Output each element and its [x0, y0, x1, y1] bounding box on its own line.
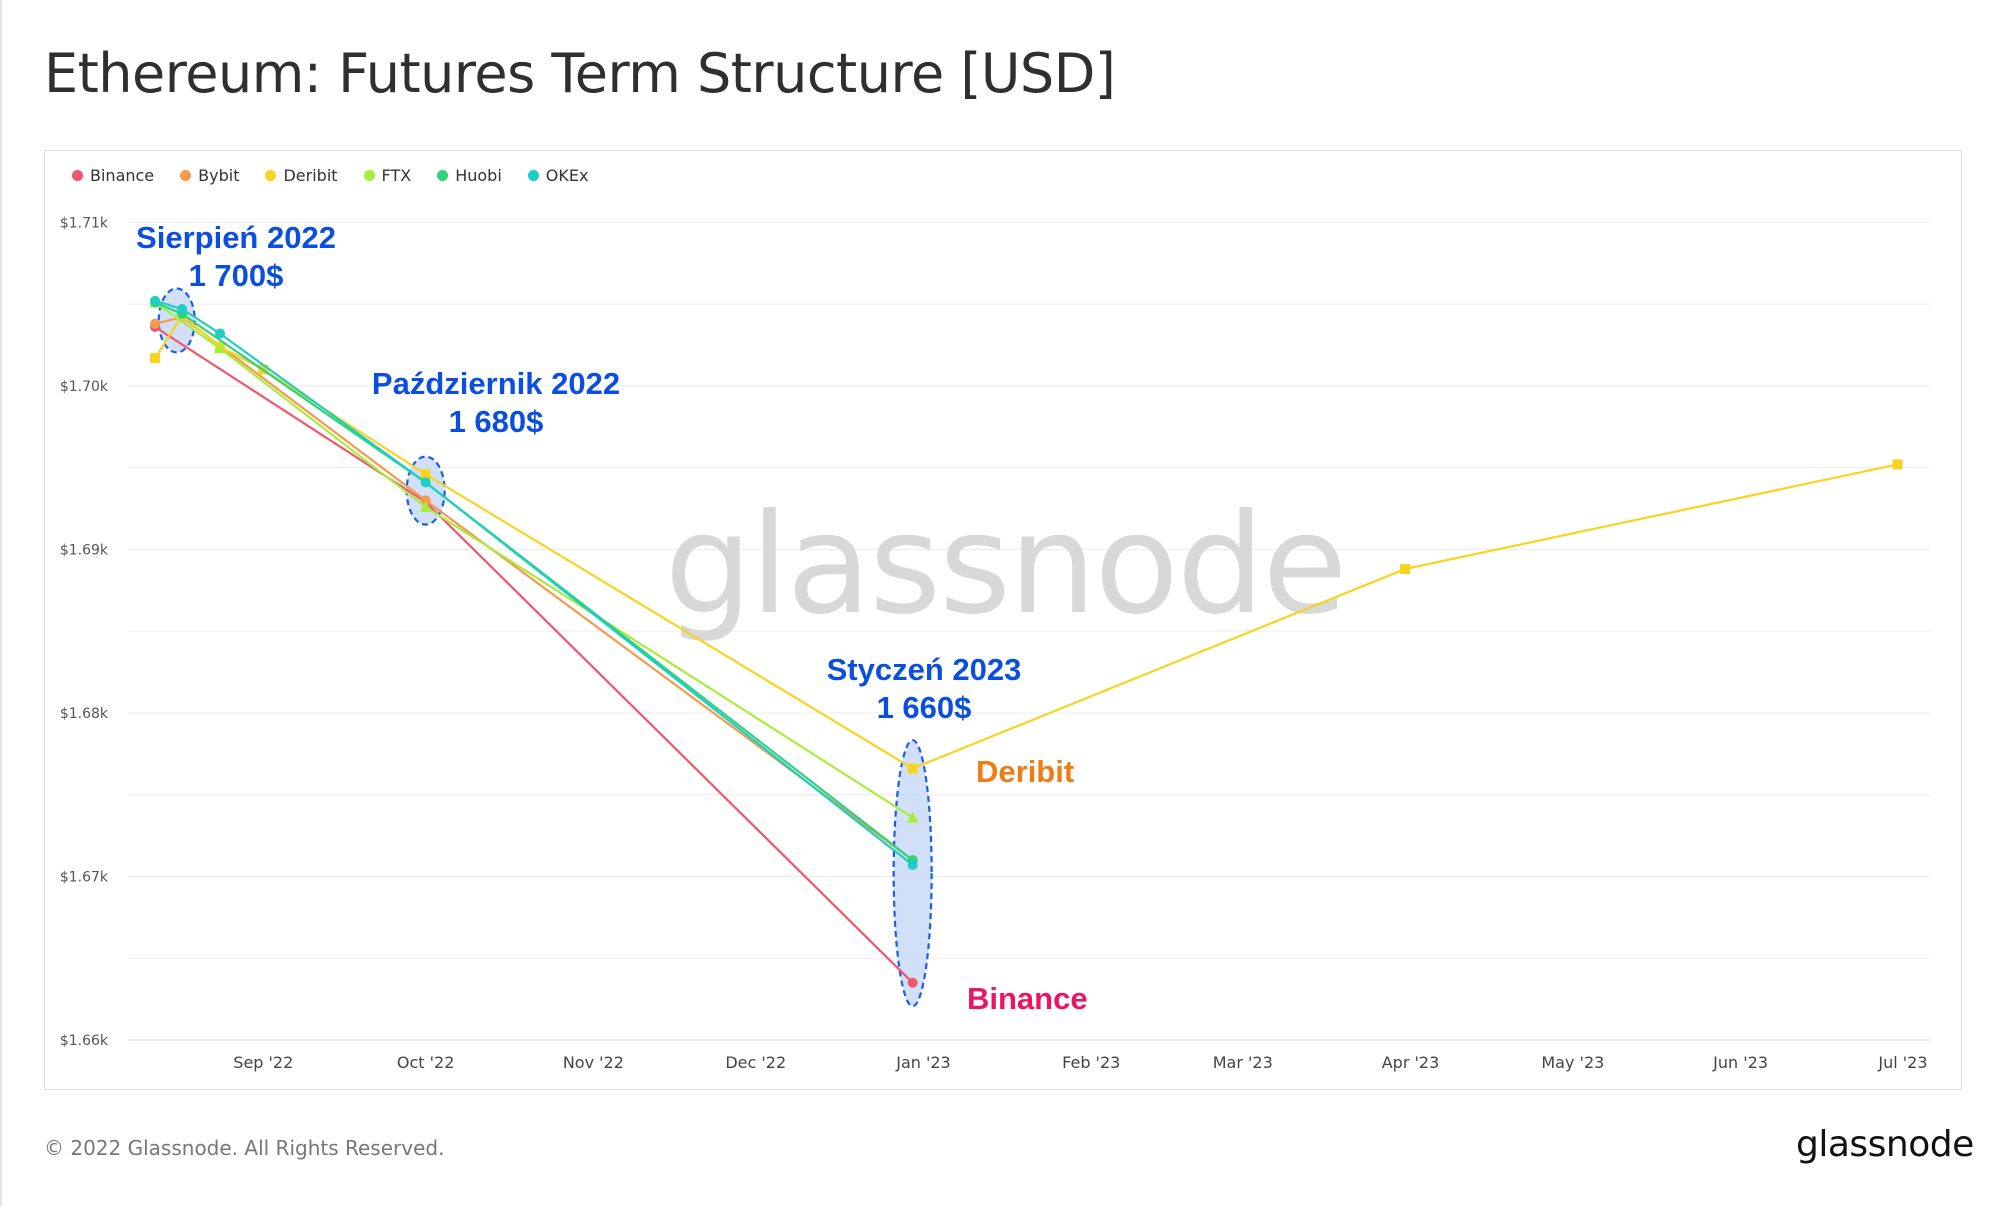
data-point-bybit: [420, 495, 431, 506]
data-point-deribit: [420, 469, 431, 480]
annotation-styczen-line: 1 660$: [877, 690, 972, 725]
x-tick-label: Jul '23: [1877, 1053, 1927, 1072]
chart-legend: Binance Bybit Deribit FTX Huobi OKEx: [72, 166, 588, 185]
data-point-deribit: [150, 353, 161, 364]
series-line-deribit: [154, 314, 1898, 770]
watermark: glassnode: [665, 484, 1346, 645]
legend-label: Huobi: [455, 166, 502, 185]
annotation-deribit-line: Deribit: [976, 754, 1074, 789]
data-point-binance: [907, 977, 918, 988]
series-line-bybit: [154, 316, 914, 861]
highlight-ellipse: [892, 739, 933, 1008]
annotation-sierpien-line: 1 700$: [189, 258, 284, 293]
y-tick-label: $1.71k: [60, 215, 109, 231]
x-tick-label: Mar '23: [1213, 1053, 1273, 1072]
y-tick-label: $1.67k: [60, 869, 109, 885]
x-tick-label: Sep '22: [233, 1053, 293, 1072]
legend-label: FTX: [381, 166, 412, 185]
legend-item-ftx[interactable]: FTX: [363, 166, 412, 185]
legend-item-bybit[interactable]: Bybit: [180, 166, 239, 185]
x-tick-label: Jan '23: [895, 1053, 951, 1072]
annotation-styczen-line: Styczeń 2023: [827, 652, 1022, 687]
data-point-ftx: [906, 811, 919, 823]
annotation-sierpien-line: Sierpień 2022: [136, 220, 336, 255]
data-point-okex: [420, 477, 431, 488]
series-line-huobi: [154, 301, 914, 861]
footer-copyright: © 2022 Glassnode. All Rights Reserved.: [44, 1136, 445, 1160]
data-point-ftx: [419, 500, 432, 512]
chart-frame: [44, 150, 1962, 1090]
data-point-deribit: [1400, 564, 1411, 575]
legend-label: Binance: [90, 166, 155, 185]
y-tick-label: $1.69k: [60, 542, 109, 558]
x-tick-label: Feb '23: [1062, 1053, 1120, 1072]
x-tick-label: Oct '22: [397, 1053, 455, 1072]
legend-dot-icon: [527, 170, 539, 181]
data-point-deribit: [907, 763, 918, 774]
x-tick-label: Apr '23: [1382, 1053, 1440, 1072]
data-point-okex: [214, 328, 225, 339]
series-line-ftx: [154, 301, 914, 819]
legend-dot-icon: [180, 170, 192, 181]
data-point-deribit: [1892, 459, 1903, 470]
legend-item-deribit[interactable]: Deribit: [265, 166, 338, 185]
annotation-pazdziernik-line: 1 680$: [449, 404, 544, 439]
legend-dot-icon: [265, 170, 277, 181]
legend-dot-icon: [72, 170, 83, 181]
x-tick-label: Jun '23: [1712, 1053, 1768, 1072]
footer-logo[interactable]: glassnode: [1796, 1124, 1974, 1165]
data-point-okex: [150, 295, 161, 306]
annotation-pazdziernik-line: Październik 2022: [372, 366, 620, 401]
x-tick-label: Dec '22: [725, 1053, 786, 1072]
data-point-okex: [907, 860, 918, 871]
data-point-ftx: [213, 342, 226, 354]
x-tick-label: Nov '22: [563, 1053, 624, 1072]
legend-label: OKEx: [545, 166, 589, 185]
y-tick-label: $1.68k: [60, 706, 109, 722]
y-tick-label: $1.70k: [60, 379, 109, 395]
page-title: Ethereum: Futures Term Structure [USD]: [44, 42, 1116, 105]
legend-label: Deribit: [283, 166, 338, 185]
legend-label: Bybit: [198, 166, 240, 185]
legend-item-okex[interactable]: OKEx: [527, 166, 589, 185]
legend-dot-icon: [437, 170, 449, 181]
legend-dot-icon: [363, 170, 375, 181]
data-point-bybit: [150, 318, 161, 329]
legend-item-huobi[interactable]: Huobi: [437, 166, 502, 185]
y-tick-label: $1.66k: [60, 1033, 109, 1049]
legend-item-binance[interactable]: Binance: [72, 166, 154, 185]
x-tick-label: May '23: [1541, 1053, 1604, 1072]
annotation-binance-line: Binance: [967, 981, 1088, 1016]
data-point-okex: [177, 304, 188, 315]
